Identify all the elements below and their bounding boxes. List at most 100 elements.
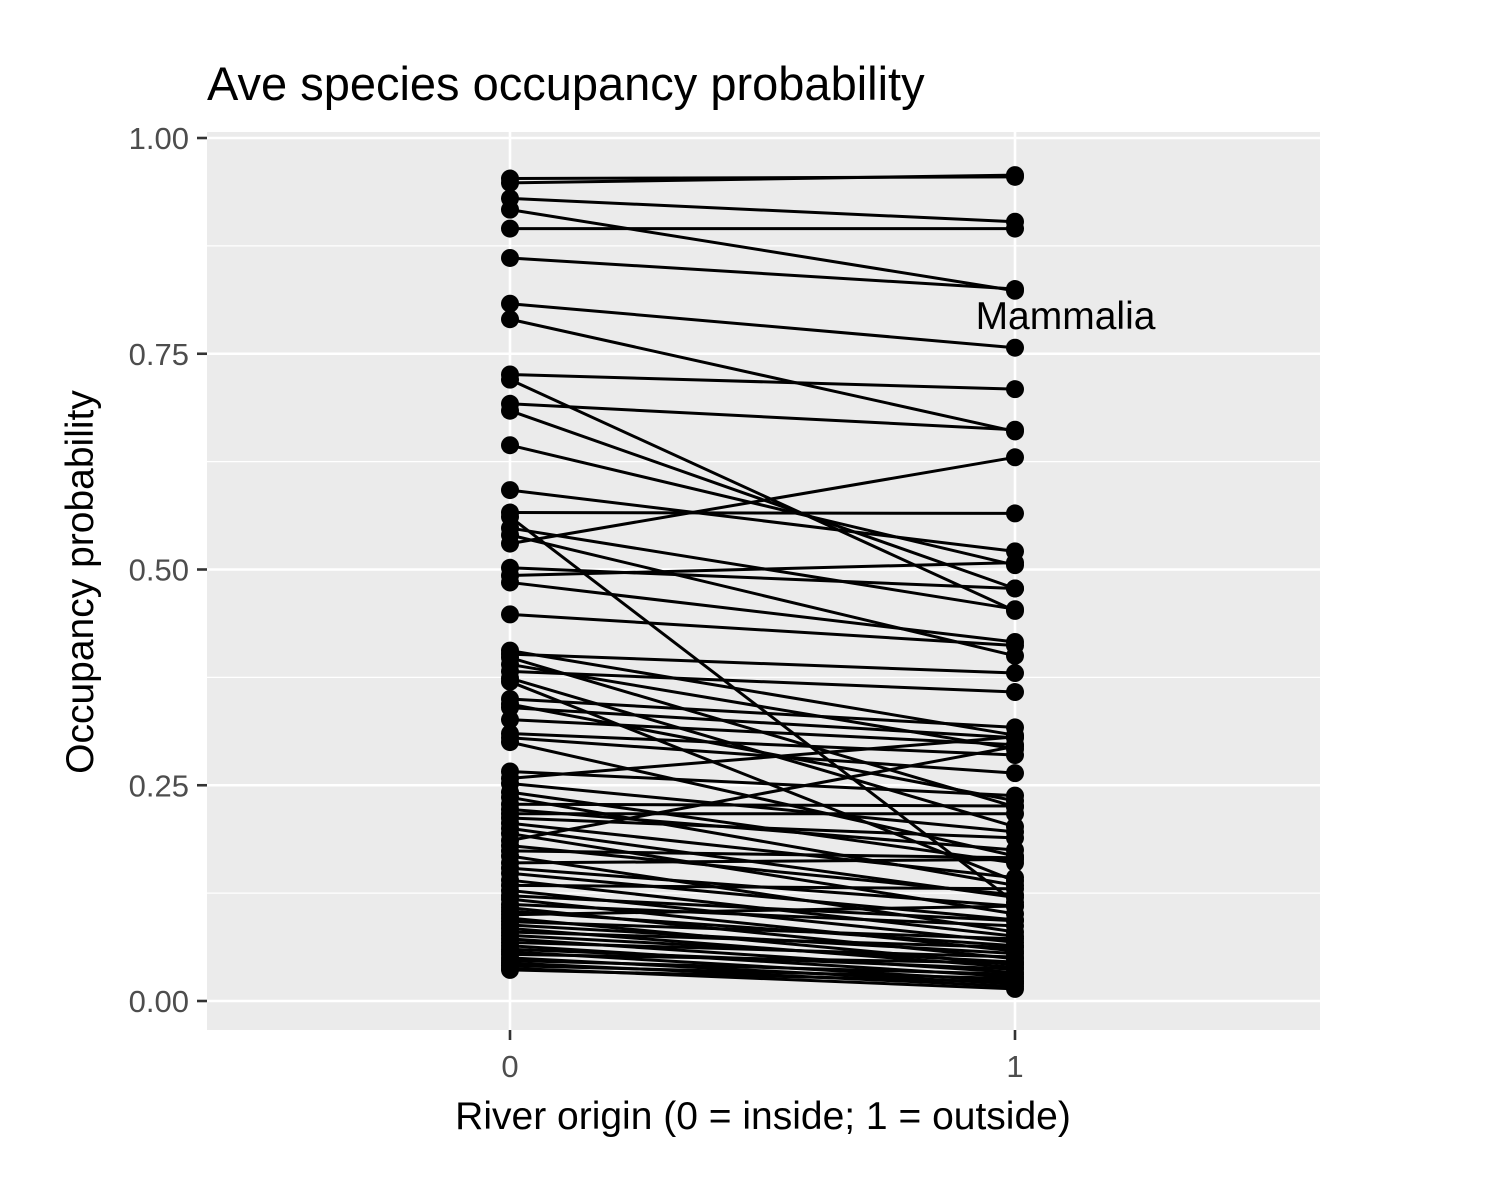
species-line — [509, 883, 1016, 891]
point-outside — [1006, 804, 1024, 823]
point-inside — [501, 960, 519, 979]
y-axis-title: Occupancy probability — [59, 390, 102, 774]
point-outside — [1006, 664, 1024, 683]
species-line — [509, 378, 1016, 613]
x-tick-label: 0 — [501, 1049, 518, 1084]
point-inside — [501, 310, 519, 329]
species-line — [509, 904, 1016, 917]
species-line — [509, 702, 1016, 803]
point-outside — [1006, 600, 1024, 619]
data-series — [501, 166, 1024, 998]
y-tick-label: 0.25 — [129, 768, 189, 803]
species-line — [509, 196, 1016, 224]
species-line — [509, 443, 1016, 567]
species-line — [509, 736, 1016, 775]
species-line — [509, 802, 1016, 808]
x-axis-title: River origin (0 = inside; 1 = outside) — [455, 1095, 1071, 1138]
species-line — [509, 697, 1016, 729]
species-line — [509, 511, 1016, 515]
species-line — [509, 958, 1016, 976]
species-line — [509, 744, 1016, 842]
annotation-label: Mammalia — [976, 295, 1156, 338]
plot-panel — [207, 132, 1320, 1030]
species-line — [509, 821, 1016, 880]
species-line — [509, 952, 1016, 965]
point-inside — [501, 573, 519, 592]
point-outside — [1006, 380, 1024, 399]
point-inside — [501, 605, 519, 624]
point-outside — [1006, 916, 1024, 935]
species-line — [509, 816, 1016, 840]
point-outside — [1006, 579, 1024, 598]
point-outside — [1006, 828, 1024, 847]
point-outside — [1006, 850, 1024, 869]
species-line — [509, 930, 1016, 949]
point-inside — [501, 436, 519, 455]
point-outside — [1006, 338, 1024, 357]
species-line — [509, 782, 1016, 834]
species-line — [509, 317, 1016, 433]
species-line — [509, 795, 1016, 887]
species-line — [509, 173, 1016, 185]
species-line — [509, 844, 1016, 897]
species-line — [509, 849, 1016, 860]
species-line — [509, 208, 1016, 293]
species-line — [509, 256, 1016, 291]
species-line — [509, 854, 1016, 934]
species-line — [509, 372, 1016, 391]
species-line — [509, 807, 1016, 852]
species-line — [509, 652, 1016, 675]
species-line — [509, 964, 1016, 981]
point-inside — [501, 481, 519, 500]
species-line — [509, 669, 1016, 694]
species-line — [509, 680, 1016, 883]
point-outside — [1006, 897, 1024, 916]
point-inside — [501, 200, 519, 219]
point-outside — [1006, 737, 1024, 756]
species-line — [509, 894, 1016, 923]
species-line — [509, 649, 1016, 737]
species-line — [509, 871, 1016, 922]
species-line — [509, 455, 1016, 546]
chart-title: Ave species occupancy probability — [207, 57, 925, 110]
x-tick-label: 1 — [1006, 1049, 1023, 1084]
point-inside — [501, 534, 519, 553]
y-tick-label: 0.00 — [129, 984, 189, 1019]
point-outside — [1006, 973, 1024, 992]
point-inside — [501, 294, 519, 313]
point-outside — [1006, 553, 1024, 572]
species-line — [509, 561, 1016, 578]
species-line — [509, 402, 1016, 432]
species-line — [509, 488, 1016, 553]
point-outside — [1006, 636, 1024, 655]
species-line — [509, 940, 1016, 959]
point-outside — [1006, 448, 1024, 467]
species-line — [509, 566, 1016, 590]
point-inside — [501, 672, 519, 691]
y-tick-label: 0.75 — [129, 337, 189, 372]
y-tick-label: 0.50 — [129, 553, 189, 588]
species-line — [509, 662, 1016, 751]
point-inside — [501, 401, 519, 420]
point-outside — [1006, 764, 1024, 783]
y-tick-label: 1.00 — [129, 121, 189, 156]
species-line — [509, 580, 1016, 644]
point-outside — [1006, 420, 1024, 439]
species-line — [509, 740, 1016, 858]
species-line — [509, 735, 1016, 780]
species-line — [509, 302, 1016, 350]
species-line — [509, 902, 1016, 928]
point-outside — [1006, 280, 1024, 299]
point-inside — [501, 248, 519, 267]
point-outside — [1006, 504, 1024, 523]
species-line — [509, 706, 1016, 740]
species-line — [509, 612, 1016, 647]
species-line — [509, 769, 1016, 798]
species-line — [509, 533, 1016, 658]
species-line — [509, 909, 1016, 948]
y-axis: 0.00 0.25 0.50 0.75 1.00 — [129, 121, 207, 1019]
species-line — [509, 857, 1016, 865]
point-inside — [501, 710, 519, 729]
